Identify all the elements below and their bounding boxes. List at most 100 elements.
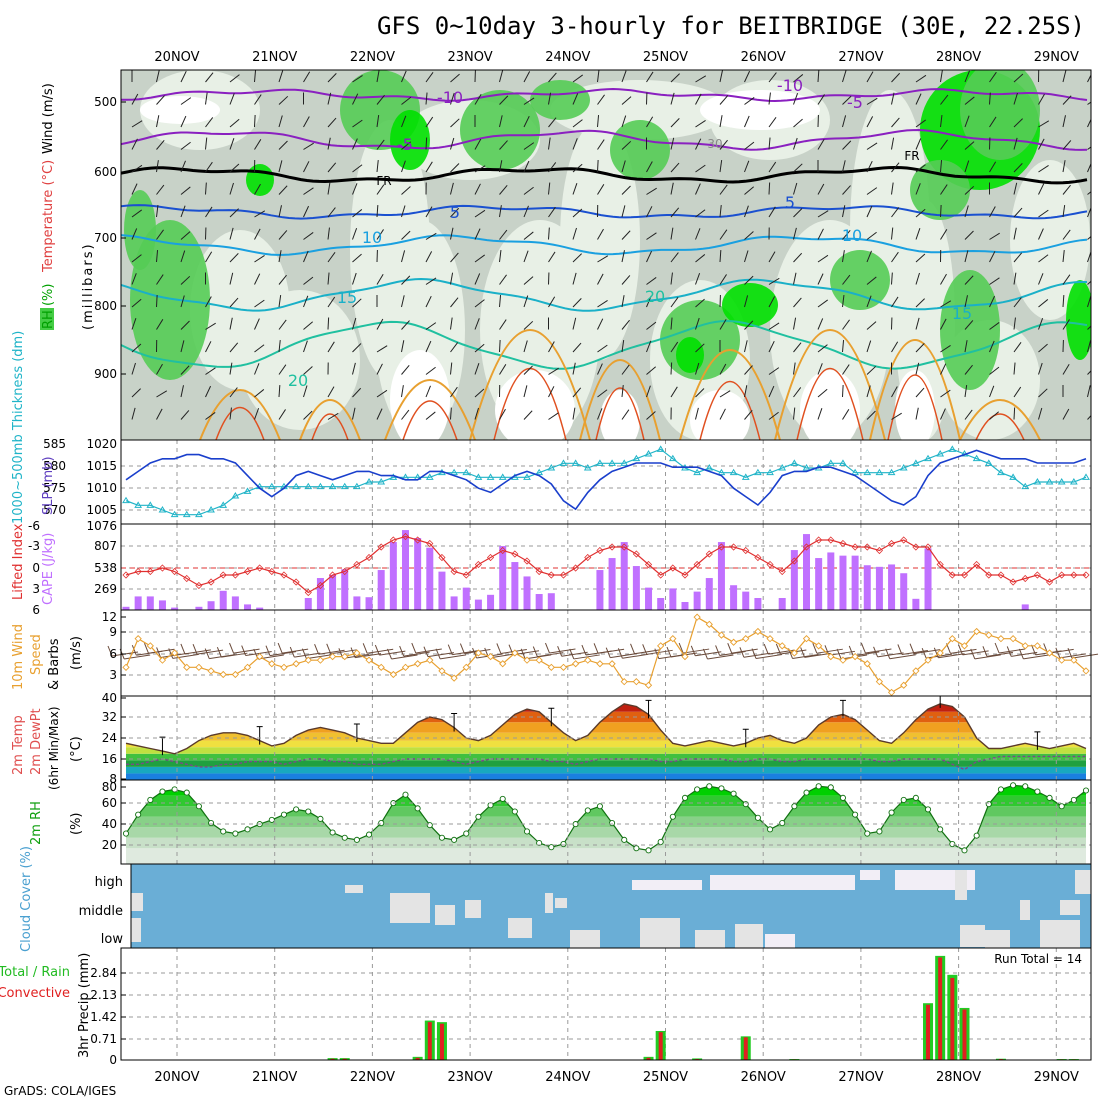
cape-bar-30 — [487, 594, 495, 610]
rh-point-20 — [365, 831, 373, 838]
cross-barb — [548, 92, 552, 105]
cape-bar-43 — [645, 587, 653, 610]
cross-barb — [131, 273, 137, 285]
contour-label-14: 20 — [645, 287, 665, 306]
cross-barb — [131, 164, 143, 173]
wind-panel: 129 6 3 10m Wind Speed & Barbs (m/s) — [11, 609, 1099, 697]
cross-barb — [670, 162, 680, 173]
temp-band-1 — [126, 766, 1086, 774]
rh-point-10 — [244, 826, 251, 833]
wind-tick-2: 6 — [109, 647, 117, 661]
wind-barb-flag-68 — [933, 647, 939, 658]
slp-grid — [121, 440, 1091, 524]
wind-point-16 — [316, 656, 325, 664]
temperature-axis-label: Temperature (°C) — [41, 160, 56, 273]
rh-point-18 — [341, 834, 348, 841]
li-point-29 — [474, 560, 482, 569]
cross-barb — [891, 117, 900, 128]
rh-point-8 — [220, 828, 227, 835]
wind-barb-27 — [440, 654, 467, 660]
cross-barb — [1013, 297, 1022, 308]
cross-barb — [229, 118, 240, 128]
cross-barb — [548, 367, 559, 375]
warm-dome-5 — [774, 329, 886, 440]
cross-tick-2: 700 — [94, 231, 117, 245]
cape-bar-46 — [681, 602, 689, 610]
cross-barb — [303, 142, 314, 150]
temp-axis-label-units: (°C) — [69, 736, 84, 762]
wind-point-28 — [462, 663, 470, 671]
wind-barb-flag-36 — [545, 642, 550, 654]
contour-label-5: 15 — [337, 288, 357, 307]
cross-barb — [940, 70, 943, 83]
thickness-point-66 — [924, 454, 932, 462]
thickness-point-55 — [790, 459, 799, 466]
cross-barb — [180, 340, 185, 353]
cross-dry-patch-15 — [1010, 160, 1090, 320]
cross-barb — [352, 164, 363, 173]
cross-barb — [156, 274, 164, 285]
li-point-42 — [632, 550, 640, 558]
thickness-point-44 — [656, 445, 665, 452]
cross-barb — [425, 161, 433, 173]
thickness-point-65 — [911, 459, 920, 466]
rh-point-12 — [268, 816, 275, 823]
cross-barb — [621, 70, 627, 83]
rh-point-46 — [681, 794, 689, 801]
wind-point-41 — [620, 678, 628, 686]
li-point-50 — [730, 543, 738, 551]
cross-barb — [768, 137, 771, 150]
li-point-23 — [401, 532, 410, 541]
cross-barb — [695, 209, 706, 218]
li-point-39 — [596, 546, 604, 555]
li-point-48 — [705, 550, 713, 558]
cross-barb — [719, 95, 729, 105]
li-point-16 — [316, 581, 324, 590]
wind-barb-flag-42 — [617, 648, 623, 659]
cross-barb — [1062, 205, 1066, 218]
cross-barb — [474, 299, 485, 308]
cross-barb — [793, 208, 803, 218]
wind-barb-69 — [950, 648, 977, 654]
wind-barb-67 — [926, 653, 953, 659]
cross-barb — [940, 184, 948, 195]
rh2m-body — [122, 782, 1090, 864]
cross-barb — [964, 230, 974, 240]
wind-point-76 — [1045, 649, 1054, 657]
precip-conv-bar-69 — [962, 1009, 967, 1060]
wind-tick-1: 9 — [109, 625, 117, 639]
cross-barb — [156, 205, 159, 218]
wind-barb-64 — [889, 654, 916, 660]
wind-barb-3 — [148, 648, 175, 654]
cross-barb — [205, 161, 213, 173]
temp-tick-4: 8 — [109, 772, 117, 786]
wind-barb-flag-60 — [836, 648, 842, 660]
li-point-4 — [171, 567, 179, 576]
cross-barb — [180, 231, 191, 240]
thickness-point-7 — [207, 506, 215, 513]
rh2m-grid — [121, 780, 1091, 864]
cross-barb — [891, 137, 895, 150]
wind-barb-flag-24 — [399, 645, 405, 657]
cross-barb — [327, 92, 332, 105]
cape-tick-3: 269 — [94, 582, 117, 596]
cross-barb — [205, 367, 216, 375]
cross-barb — [866, 187, 878, 195]
wind-barb-flag-67 — [921, 647, 927, 659]
cross-barb — [376, 345, 388, 353]
wind-point-30 — [486, 652, 495, 661]
rh-point-15 — [305, 808, 312, 815]
li-point-10 — [243, 567, 252, 576]
temp-band-3 — [126, 753, 1086, 761]
thickness-point-75 — [1033, 478, 1042, 485]
cross-barb — [450, 137, 455, 150]
cross-barb — [229, 208, 239, 218]
cross-barb — [352, 253, 362, 263]
cross-barb — [744, 141, 755, 150]
cross-barb — [376, 204, 379, 218]
cross-barb — [695, 183, 701, 195]
cloud-gap-24 — [570, 930, 600, 948]
cape-bar-26 — [438, 571, 446, 610]
cross-barb — [499, 184, 508, 195]
rh-band-3 — [126, 816, 1086, 828]
